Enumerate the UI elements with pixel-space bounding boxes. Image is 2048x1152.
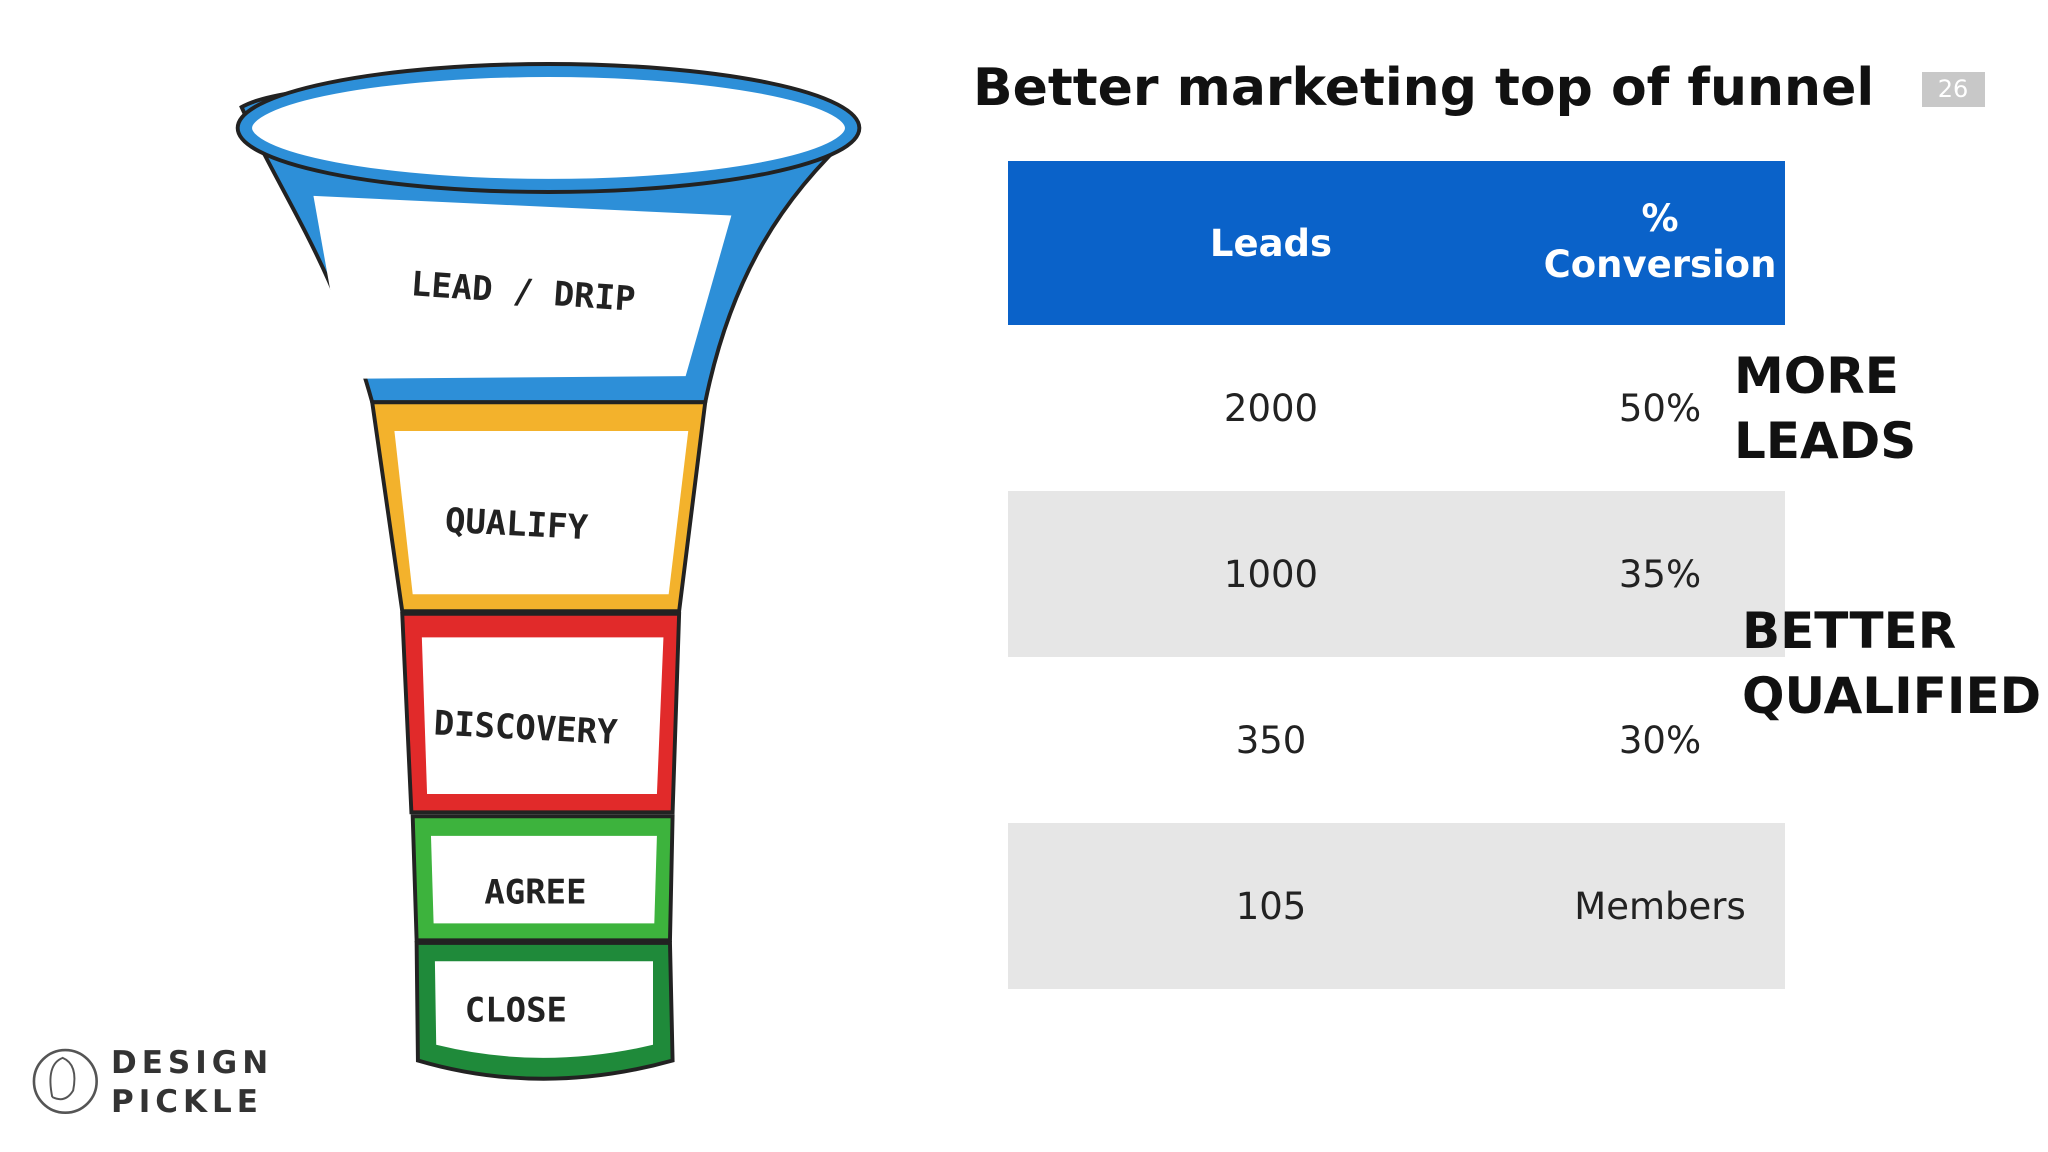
stage-label: CLOSE (465, 990, 567, 1030)
logo-text: PICKLE (111, 1084, 263, 1120)
logo-mark (49, 1056, 76, 1101)
table-row-bg (1008, 491, 1785, 657)
table-cell: 105 (1236, 885, 1307, 928)
table-header-cell: % Conversion (1543, 197, 1777, 286)
funnel-red-inner (421, 637, 664, 795)
page-number-box (1922, 72, 1985, 107)
title: Better marketing top of funnel (973, 58, 1874, 118)
table-row-bg (1008, 823, 1785, 989)
funnel-green-inner (430, 835, 657, 924)
annotation: BETTER QUALIFIED (1742, 602, 2042, 725)
table-cell: 350 (1236, 719, 1307, 762)
table-cell: Members (1574, 885, 1745, 928)
funnel-rim-outline (235, 62, 862, 194)
table-body: 2000 50% 1000 35% 350 30% 105 Members (1224, 387, 1746, 928)
funnel-yellow-inner (394, 430, 689, 595)
table-header-cell: Leads (1210, 222, 1332, 265)
logo-mark (32, 1048, 98, 1115)
stage-label: AGREE (484, 873, 586, 913)
funnel: LEAD / DRIP QUALIFY DISCOVERY AGREE CLOS… (32, 62, 862, 1115)
page-number: 26 (1938, 75, 1969, 103)
table-cell: 35% (1619, 553, 1701, 596)
table-cell: 50% (1619, 387, 1701, 430)
logo-text: DESIGN (111, 1045, 273, 1081)
annotation: MORE LEADS (1734, 347, 1917, 470)
table-header (1008, 161, 1785, 325)
funnel-darkgreen-inner (434, 961, 653, 1058)
table-cell: 2000 (1224, 387, 1318, 430)
funnel-blue-inner (313, 195, 732, 379)
funnel-rim (238, 63, 859, 192)
table-cell: 30% (1619, 719, 1701, 762)
stage-label: QUALIFY (444, 501, 589, 548)
table-cell: 1000 (1224, 553, 1318, 596)
stage-label: DISCOVERY (433, 703, 619, 753)
